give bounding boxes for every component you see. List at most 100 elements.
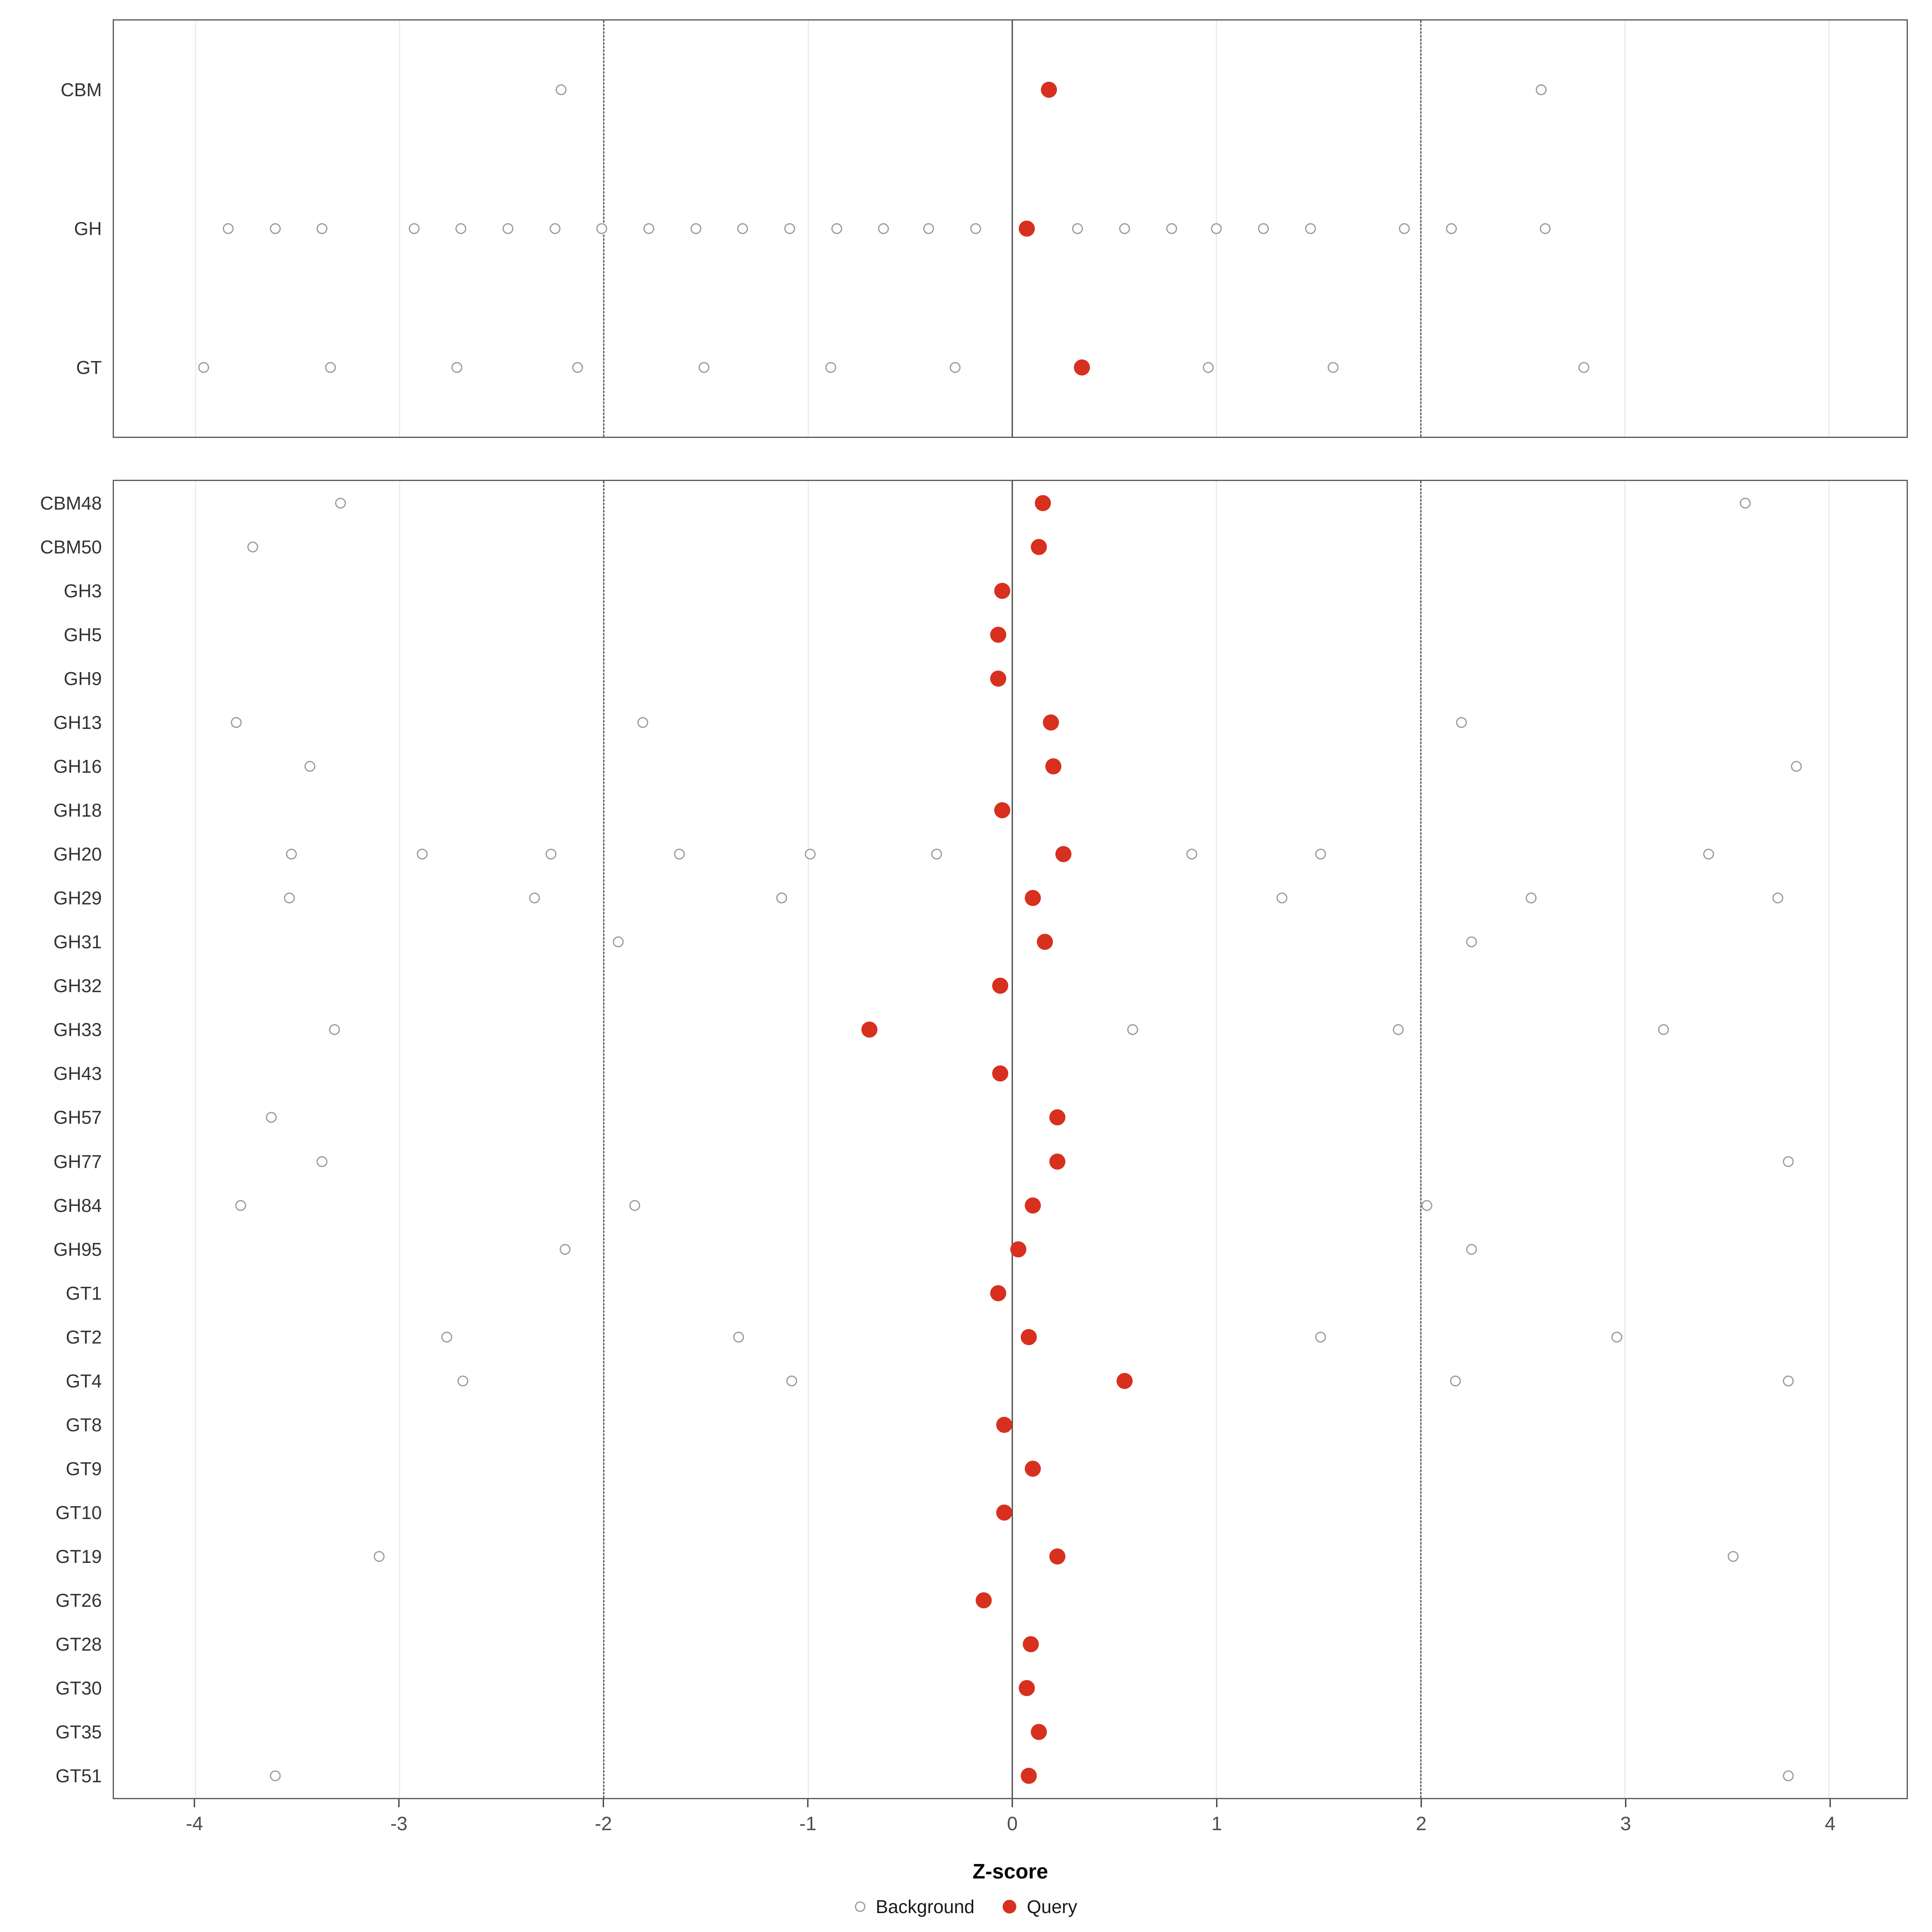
y-axis-label: GH29 (53, 888, 102, 909)
y-axis-label: GH5 (64, 624, 102, 645)
legend-item-background: Background (855, 1896, 974, 1918)
background-point (284, 892, 295, 904)
x-tick-label: 4 (1825, 1813, 1836, 1835)
y-axis-label: GT10 (55, 1502, 102, 1523)
x-tick-label: 3 (1620, 1813, 1631, 1835)
query-point (861, 1022, 877, 1038)
query-point (1055, 846, 1071, 863)
background-point (270, 223, 281, 234)
zero-line (1011, 21, 1013, 437)
gridline (399, 21, 400, 437)
background-point (1315, 1331, 1326, 1343)
x-tick-mark (1216, 1799, 1218, 1807)
y-axis-label: GT28 (55, 1634, 102, 1655)
x-tick-mark (1420, 1799, 1422, 1807)
y-axis-label: GT26 (55, 1590, 102, 1611)
query-point (994, 802, 1010, 818)
background-point (786, 1375, 797, 1387)
query-point (1117, 1373, 1133, 1389)
x-tick-label: -2 (594, 1813, 612, 1835)
x-tick-label: -1 (799, 1813, 817, 1835)
background-point (1393, 1024, 1404, 1035)
background-point (1466, 936, 1477, 947)
background-point (1421, 1200, 1432, 1211)
query-point (1031, 1724, 1047, 1740)
x-tick-mark (807, 1799, 809, 1807)
query-point (1018, 221, 1035, 237)
background-point (417, 848, 428, 860)
threshold-line (1420, 481, 1422, 1798)
gridline (1216, 481, 1217, 1798)
y-axis-label: GT30 (55, 1678, 102, 1699)
x-tick-label: -3 (390, 1813, 408, 1835)
y-axis-label: GH77 (53, 1151, 102, 1172)
y-axis-label: GH18 (53, 800, 102, 821)
background-point (1525, 892, 1537, 904)
background-point (1276, 892, 1288, 904)
y-axis-label: GT9 (66, 1458, 102, 1479)
background-point (1658, 1024, 1669, 1035)
background-point (1399, 223, 1410, 234)
y-axis-label: GH43 (53, 1063, 102, 1084)
background-point (231, 717, 242, 728)
background-point (266, 1112, 277, 1123)
y-axis-label: GT19 (55, 1546, 102, 1567)
background-point (1578, 362, 1589, 373)
background-point (931, 848, 942, 860)
background-point (1211, 223, 1222, 234)
background-point (1740, 497, 1751, 509)
x-tick-mark (194, 1799, 195, 1807)
y-axis-label: GT2 (66, 1326, 102, 1348)
threshold-line (1420, 21, 1422, 437)
background-point (235, 1200, 246, 1211)
y-axis-label: GT (76, 357, 102, 378)
background-point (457, 1375, 469, 1387)
query-point (1024, 890, 1041, 906)
background-point (529, 892, 540, 904)
y-axis-label: GH95 (53, 1238, 102, 1260)
query-point (1010, 1241, 1027, 1257)
legend: Background Query (0, 1896, 1932, 1918)
background-point (198, 362, 209, 373)
query-point (1031, 539, 1047, 555)
background-point (643, 223, 654, 234)
query-point (992, 1065, 1008, 1082)
background-point (613, 936, 624, 947)
background-point (549, 223, 561, 234)
background-point-icon (855, 1901, 865, 1912)
x-tick-mark (603, 1799, 604, 1807)
gridline (1624, 21, 1625, 437)
background-point (1456, 717, 1467, 728)
query-point (990, 1285, 1006, 1301)
y-axis-label: GT1 (66, 1282, 102, 1304)
background-point (270, 1770, 281, 1781)
background-point (1611, 1331, 1622, 1343)
background-point (776, 892, 787, 904)
query-point (990, 670, 1006, 687)
query-point (1045, 758, 1061, 774)
y-axis-label: GH3 (64, 580, 102, 601)
background-point (502, 223, 514, 234)
background-point (690, 223, 702, 234)
y-axis-label: GH (74, 218, 102, 239)
query-point (1043, 714, 1059, 731)
query-point (996, 1505, 1012, 1521)
background-point (1466, 1244, 1477, 1255)
background-point (1540, 223, 1551, 234)
x-axis: -4 -3 -2 -1 0 1 2 3 4 (113, 1799, 1908, 1852)
y-axis-label: CBM50 (40, 536, 102, 557)
query-point (1035, 495, 1051, 511)
background-point (325, 362, 336, 373)
background-point (1127, 1024, 1138, 1035)
x-axis-title: Z-score (972, 1860, 1048, 1883)
background-point (825, 362, 836, 373)
background-point (335, 497, 346, 509)
zero-line (1011, 481, 1013, 1798)
gridline (807, 481, 809, 1798)
x-tick-label: 1 (1211, 1813, 1222, 1835)
family-detail-panel: CBM48 CBM50 GH3 GH5 GH9 GH13 GH16 GH18 GH20 GH29 G… (40, 480, 1908, 1799)
query-point (1041, 82, 1057, 98)
legend-label-query: Query (1027, 1896, 1077, 1917)
y-axis-label: GH20 (53, 844, 102, 865)
background-point (1166, 223, 1177, 234)
